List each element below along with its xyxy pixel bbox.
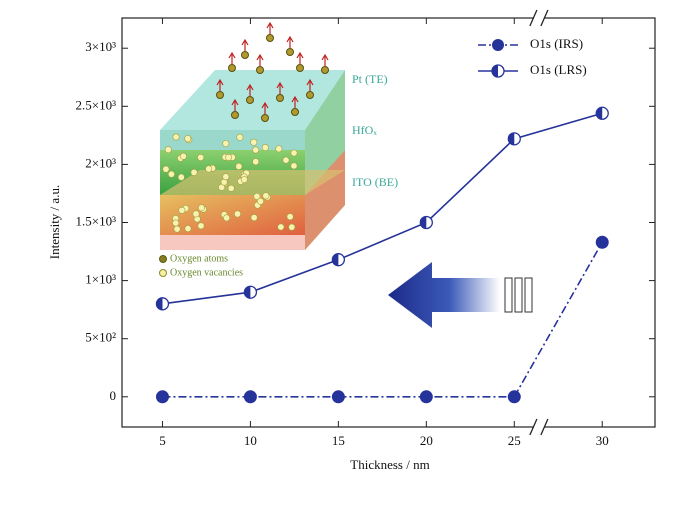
data-point <box>155 390 169 404</box>
inset-diagram: Pt (TE) HfOₓ ITO (BE) Oxygen atoms Oxyge… <box>159 21 398 278</box>
y-tick-label: 1.5×10³ <box>76 213 117 228</box>
axis-break <box>533 424 544 430</box>
marker-half <box>332 253 339 266</box>
legend-label: O1s (LRS) <box>530 62 587 77</box>
data-point <box>595 106 609 120</box>
x-tick-label: 20 <box>420 433 433 448</box>
y-tick-label: 2×10³ <box>85 155 116 170</box>
y-tick-label: 3×10³ <box>85 39 116 54</box>
axis-break <box>540 9 549 27</box>
marker-fill <box>243 390 257 404</box>
marker-half <box>420 216 427 229</box>
data-point <box>331 390 345 404</box>
axis-break <box>533 15 544 21</box>
annotation: HfOₓ <box>352 123 377 137</box>
marker-half <box>244 286 251 299</box>
data-point <box>155 297 170 311</box>
x-axis-label: Thickness / nm <box>350 457 429 472</box>
annotation: Oxygen vacancies <box>170 267 243 278</box>
data-point <box>419 390 433 404</box>
series-line <box>162 112 603 305</box>
annotation: ITO (BE) <box>352 175 398 189</box>
legend-item: O1s (LRS) <box>478 62 587 78</box>
marker-fill <box>155 390 169 404</box>
y-tick-label: 0 <box>110 388 117 403</box>
data-point <box>243 390 257 404</box>
series-line <box>162 241 603 398</box>
data-point <box>595 235 609 249</box>
axis-break <box>529 9 538 27</box>
x-tick-label: 25 <box>508 433 521 448</box>
marker-fill <box>595 235 609 249</box>
annotation: Oxygen atoms <box>170 253 228 264</box>
marker-fill <box>507 390 521 404</box>
marker-half <box>596 107 603 120</box>
axis-break <box>529 418 538 436</box>
y-axis-label: Intensity / a.u. <box>47 185 62 259</box>
marker-fill <box>419 390 433 404</box>
marker-fill <box>331 390 345 404</box>
legend-item: O1s (IRS) <box>478 36 583 51</box>
data-point <box>507 132 521 146</box>
data-point <box>507 390 521 404</box>
marker-half <box>508 132 515 145</box>
y-tick-label: 1×10³ <box>85 272 116 287</box>
data-point <box>419 215 433 230</box>
y-tick-label: 2.5×10³ <box>76 97 117 112</box>
x-tick-label: 5 <box>159 433 166 448</box>
axis-break <box>540 418 549 436</box>
x-tick-label: 30 <box>596 433 609 448</box>
data-point <box>243 285 258 299</box>
x-tick-label: 10 <box>244 433 257 448</box>
y-tick-label: 5×10² <box>85 330 116 345</box>
big-arrow <box>388 262 533 328</box>
x-tick-label: 15 <box>332 433 345 448</box>
data-point <box>331 253 346 267</box>
legend-label: O1s (IRS) <box>530 36 583 51</box>
legend-marker <box>492 65 498 77</box>
legend-marker <box>492 39 504 51</box>
annotation: Pt (TE) <box>352 72 388 86</box>
marker-half <box>156 297 163 310</box>
